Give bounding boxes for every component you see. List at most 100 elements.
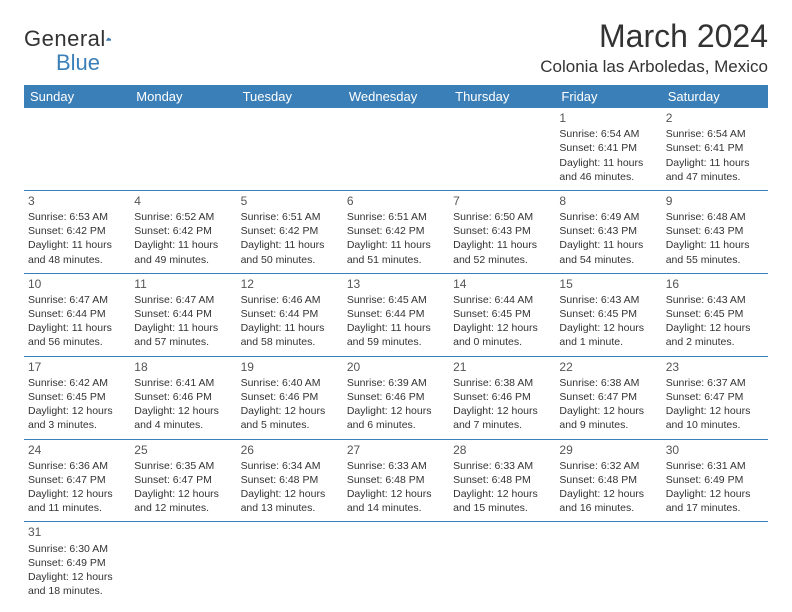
sunset-text: Sunset: 6:41 PM: [559, 141, 657, 155]
empty-cell: [130, 522, 236, 604]
sunrise-text: Sunrise: 6:34 AM: [241, 459, 339, 473]
sunset-text: Sunset: 6:47 PM: [666, 390, 764, 404]
sunset-text: Sunset: 6:48 PM: [241, 473, 339, 487]
sunrise-text: Sunrise: 6:31 AM: [666, 459, 764, 473]
daylight-text: Daylight: 12 hours and 5 minutes.: [241, 404, 339, 432]
daylight-text: Daylight: 12 hours and 6 minutes.: [347, 404, 445, 432]
daylight-text: Daylight: 11 hours and 52 minutes.: [453, 238, 551, 266]
location: Colonia las Arboledas, Mexico: [540, 57, 768, 77]
sunrise-text: Sunrise: 6:40 AM: [241, 376, 339, 390]
day-number: 12: [241, 276, 339, 292]
daylight-text: Daylight: 12 hours and 16 minutes.: [559, 487, 657, 515]
sunrise-text: Sunrise: 6:38 AM: [559, 376, 657, 390]
week-row: 24Sunrise: 6:36 AMSunset: 6:47 PMDayligh…: [24, 440, 768, 523]
daylight-text: Daylight: 11 hours and 59 minutes.: [347, 321, 445, 349]
empty-cell: [343, 522, 449, 604]
calendar: SundayMondayTuesdayWednesdayThursdayFrid…: [24, 85, 768, 604]
sunset-text: Sunset: 6:46 PM: [134, 390, 232, 404]
daylight-text: Daylight: 12 hours and 12 minutes.: [134, 487, 232, 515]
daylight-text: Daylight: 12 hours and 0 minutes.: [453, 321, 551, 349]
sunrise-text: Sunrise: 6:30 AM: [28, 542, 126, 556]
day-cell: 14Sunrise: 6:44 AMSunset: 6:45 PMDayligh…: [449, 274, 555, 356]
daylight-text: Daylight: 12 hours and 2 minutes.: [666, 321, 764, 349]
sunrise-text: Sunrise: 6:43 AM: [666, 293, 764, 307]
day-number: 1: [559, 110, 657, 126]
day-cell: 31Sunrise: 6:30 AMSunset: 6:49 PMDayligh…: [24, 522, 130, 604]
flag-icon: [106, 30, 112, 48]
logo-text-blue: Blue: [56, 50, 100, 76]
logo-blue-wrap: Blue: [56, 42, 100, 76]
day-cell: 3Sunrise: 6:53 AMSunset: 6:42 PMDaylight…: [24, 191, 130, 273]
empty-cell: [555, 522, 661, 604]
sunset-text: Sunset: 6:44 PM: [28, 307, 126, 321]
sunrise-text: Sunrise: 6:47 AM: [134, 293, 232, 307]
empty-cell: [237, 522, 343, 604]
daylight-text: Daylight: 12 hours and 10 minutes.: [666, 404, 764, 432]
sunrise-text: Sunrise: 6:44 AM: [453, 293, 551, 307]
daylight-text: Daylight: 11 hours and 50 minutes.: [241, 238, 339, 266]
day-cell: 28Sunrise: 6:33 AMSunset: 6:48 PMDayligh…: [449, 440, 555, 522]
day-number: 21: [453, 359, 551, 375]
sunset-text: Sunset: 6:47 PM: [28, 473, 126, 487]
sunrise-text: Sunrise: 6:42 AM: [28, 376, 126, 390]
sunrise-text: Sunrise: 6:32 AM: [559, 459, 657, 473]
day-header: Saturday: [662, 85, 768, 108]
day-number: 3: [28, 193, 126, 209]
day-number: 13: [347, 276, 445, 292]
day-cell: 19Sunrise: 6:40 AMSunset: 6:46 PMDayligh…: [237, 357, 343, 439]
sunset-text: Sunset: 6:43 PM: [666, 224, 764, 238]
sunrise-text: Sunrise: 6:33 AM: [347, 459, 445, 473]
sunset-text: Sunset: 6:47 PM: [134, 473, 232, 487]
day-number: 25: [134, 442, 232, 458]
day-cell: 7Sunrise: 6:50 AMSunset: 6:43 PMDaylight…: [449, 191, 555, 273]
day-number: 20: [347, 359, 445, 375]
day-cell: 26Sunrise: 6:34 AMSunset: 6:48 PMDayligh…: [237, 440, 343, 522]
sunset-text: Sunset: 6:45 PM: [559, 307, 657, 321]
day-number: 5: [241, 193, 339, 209]
empty-cell: [662, 522, 768, 604]
day-header: Wednesday: [343, 85, 449, 108]
sunrise-text: Sunrise: 6:39 AM: [347, 376, 445, 390]
sunset-text: Sunset: 6:44 PM: [134, 307, 232, 321]
daylight-text: Daylight: 12 hours and 13 minutes.: [241, 487, 339, 515]
day-cell: 29Sunrise: 6:32 AMSunset: 6:48 PMDayligh…: [555, 440, 661, 522]
sunset-text: Sunset: 6:45 PM: [453, 307, 551, 321]
sunrise-text: Sunrise: 6:45 AM: [347, 293, 445, 307]
empty-cell: [343, 108, 449, 190]
day-number: 15: [559, 276, 657, 292]
day-cell: 12Sunrise: 6:46 AMSunset: 6:44 PMDayligh…: [237, 274, 343, 356]
sunrise-text: Sunrise: 6:54 AM: [666, 127, 764, 141]
empty-cell: [449, 108, 555, 190]
title-block: March 2024 Colonia las Arboledas, Mexico: [540, 18, 768, 77]
day-cell: 24Sunrise: 6:36 AMSunset: 6:47 PMDayligh…: [24, 440, 130, 522]
day-number: 6: [347, 193, 445, 209]
sunrise-text: Sunrise: 6:54 AM: [559, 127, 657, 141]
sunset-text: Sunset: 6:49 PM: [28, 556, 126, 570]
day-header: Monday: [130, 85, 236, 108]
day-number: 8: [559, 193, 657, 209]
day-cell: 21Sunrise: 6:38 AMSunset: 6:46 PMDayligh…: [449, 357, 555, 439]
daylight-text: Daylight: 11 hours and 47 minutes.: [666, 156, 764, 184]
day-cell: 22Sunrise: 6:38 AMSunset: 6:47 PMDayligh…: [555, 357, 661, 439]
daylight-text: Daylight: 11 hours and 54 minutes.: [559, 238, 657, 266]
week-row: 10Sunrise: 6:47 AMSunset: 6:44 PMDayligh…: [24, 274, 768, 357]
sunrise-text: Sunrise: 6:43 AM: [559, 293, 657, 307]
day-number: 30: [666, 442, 764, 458]
day-number: 24: [28, 442, 126, 458]
day-cell: 4Sunrise: 6:52 AMSunset: 6:42 PMDaylight…: [130, 191, 236, 273]
sunset-text: Sunset: 6:46 PM: [347, 390, 445, 404]
day-cell: 5Sunrise: 6:51 AMSunset: 6:42 PMDaylight…: [237, 191, 343, 273]
day-number: 10: [28, 276, 126, 292]
weeks-container: 1Sunrise: 6:54 AMSunset: 6:41 PMDaylight…: [24, 108, 768, 604]
sunrise-text: Sunrise: 6:35 AM: [134, 459, 232, 473]
header: General March 2024 Colonia las Arboledas…: [24, 18, 768, 77]
daylight-text: Daylight: 11 hours and 57 minutes.: [134, 321, 232, 349]
day-cell: 16Sunrise: 6:43 AMSunset: 6:45 PMDayligh…: [662, 274, 768, 356]
daylight-text: Daylight: 11 hours and 58 minutes.: [241, 321, 339, 349]
day-cell: 11Sunrise: 6:47 AMSunset: 6:44 PMDayligh…: [130, 274, 236, 356]
day-number: 28: [453, 442, 551, 458]
sunset-text: Sunset: 6:43 PM: [559, 224, 657, 238]
daylight-text: Daylight: 11 hours and 49 minutes.: [134, 238, 232, 266]
daylight-text: Daylight: 11 hours and 51 minutes.: [347, 238, 445, 266]
day-headers-row: SundayMondayTuesdayWednesdayThursdayFrid…: [24, 85, 768, 108]
